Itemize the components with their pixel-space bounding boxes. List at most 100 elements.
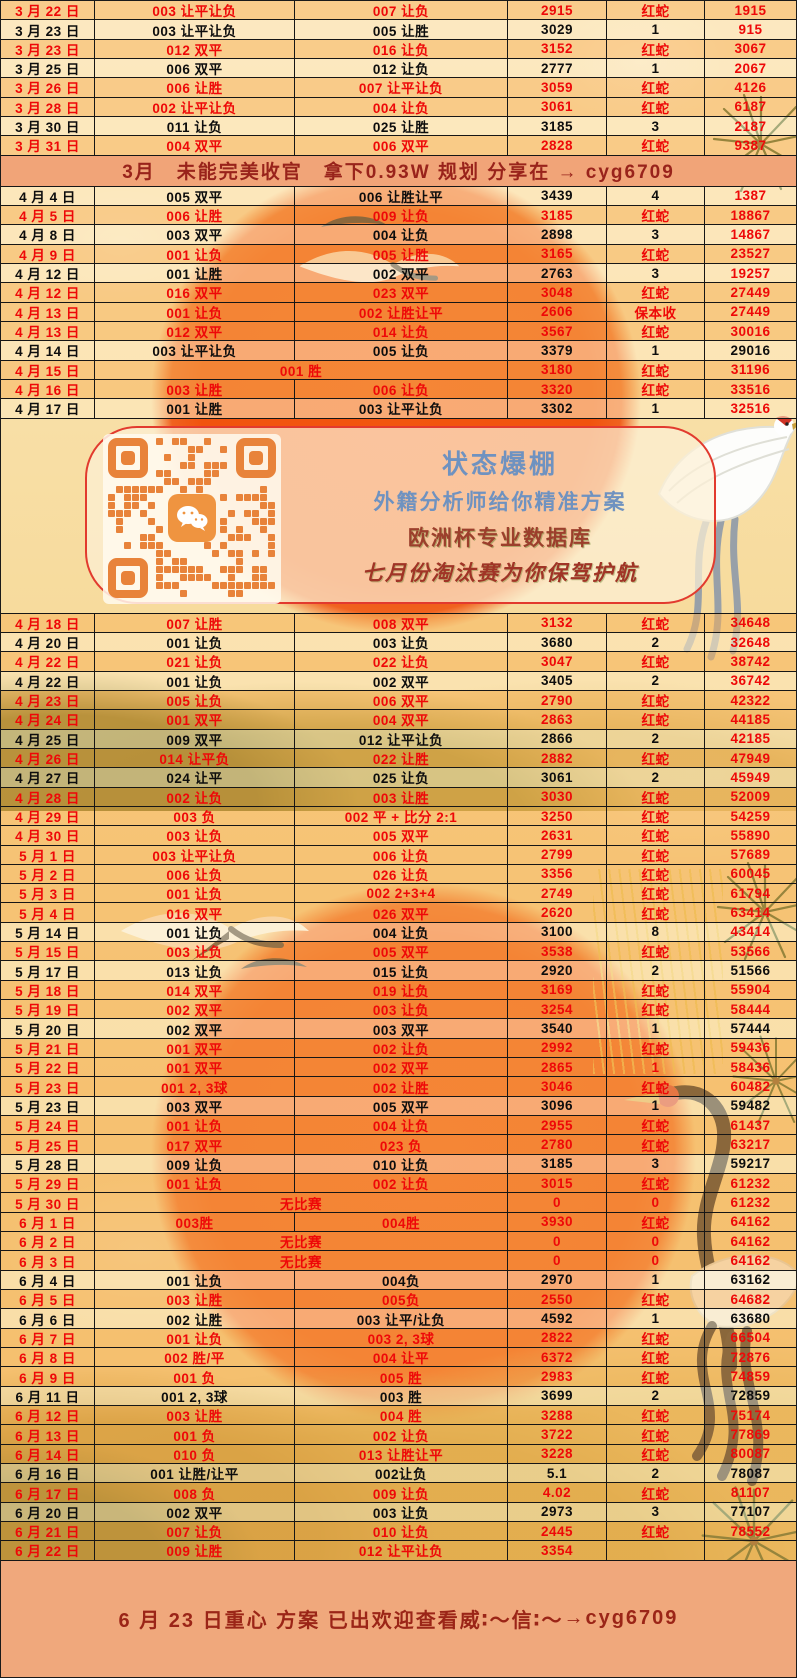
- running-total-cell: 72859: [730, 1388, 771, 1404]
- running-total-cell: 38742: [730, 653, 771, 669]
- stake-cell: 3540: [508, 1019, 607, 1038]
- running-total-cell: 61794: [730, 885, 771, 901]
- table-row: 4 月 14 日 003 让平让负 005 让负 3379 1 29016: [1, 341, 796, 361]
- qr-finder-icon: [108, 557, 148, 598]
- running-total-cell: 75174: [730, 1407, 771, 1423]
- date-cell: 4 月 13 日: [1, 321, 95, 341]
- result-cell: 4: [607, 186, 705, 205]
- stake-cell: 2606: [508, 302, 607, 321]
- pick1-cell: 002 让平让负: [95, 97, 295, 116]
- stake-cell: 3302: [508, 399, 607, 418]
- pick2-cell: 010 让负: [295, 1521, 508, 1541]
- table-row: 5 月 14 日 001 让负 004 让负 3100 8 43414: [1, 922, 796, 943]
- result-cell: 红蛇: [607, 884, 705, 903]
- table-row: 5 月 29 日 001 让负 002 让负 3015 红蛇 61232: [1, 1174, 796, 1194]
- running-total-cell: 30016: [730, 323, 771, 339]
- pick1-cell: 007 让胜: [95, 613, 295, 632]
- pick2-cell: 003 让负: [295, 1000, 508, 1019]
- running-total-cell: 42322: [730, 692, 771, 708]
- stake-cell: 3288: [508, 1406, 607, 1425]
- result-cell: 红蛇: [607, 1348, 705, 1367]
- pick1-cell: 003 双平: [95, 1096, 295, 1116]
- running-total-cell: 64162: [730, 1214, 771, 1230]
- stake-cell: 3680: [508, 632, 607, 652]
- pick2-cell: 002 让胜让平: [295, 302, 508, 321]
- pick1-cell: 003 让负: [95, 826, 295, 845]
- date-cell: 4 月 15 日: [1, 360, 95, 379]
- result-cell: 0: [607, 1232, 705, 1251]
- pick1-cell: 006 让胜: [95, 78, 295, 97]
- stake-cell: 3354: [508, 1541, 607, 1560]
- table-row: 4 月 29 日 003 负 002 平 + 比分 2:1 3250 红蛇 54259: [1, 806, 796, 827]
- pick1-cell: 005 双平: [95, 186, 295, 205]
- date-cell: 6 月 6 日: [1, 1309, 95, 1328]
- stake-cell: 3356: [508, 864, 607, 884]
- result-cell: 2: [607, 1464, 705, 1483]
- running-total-cell: 77869: [730, 1427, 771, 1442]
- pick2-cell: 004 让负: [295, 1116, 508, 1135]
- running-total-cell: 59436: [730, 1040, 771, 1056]
- running-total-cell: 81107: [730, 1484, 771, 1500]
- running-total-cell: 45949: [730, 769, 771, 785]
- stake-cell: 2799: [508, 845, 607, 864]
- table-row: 6 月 8 日 002 胜/平 004 让平 6372 红蛇 72876: [1, 1348, 796, 1368]
- stake-cell: 3320: [508, 379, 607, 399]
- pick2-cell: 002 双平: [295, 263, 508, 283]
- running-total-cell: 1915: [734, 2, 767, 18]
- pick2-cell: 012 让平让负: [295, 729, 508, 748]
- pick1-cell: 003 让胜: [95, 1290, 295, 1309]
- table-row: 4 月 4 日 005 双平 006 让胜让平 3439 4 1387: [1, 186, 796, 206]
- date-cell: 3 月 23 日: [1, 20, 95, 39]
- result-cell: 1: [607, 399, 705, 418]
- date-cell: 6 月 3 日: [1, 1251, 95, 1270]
- pick1-cell: 011 让负: [95, 116, 295, 136]
- running-total-cell: 61232: [730, 1195, 771, 1211]
- result-cell: 红蛇: [607, 205, 705, 225]
- running-total-cell: 60482: [730, 1079, 771, 1095]
- date-cell: 6 月 9 日: [1, 1367, 95, 1386]
- result-cell: 红蛇: [607, 1290, 705, 1309]
- date-cell: 5 月 23 日: [1, 1077, 95, 1096]
- stake-cell: 3699: [508, 1386, 607, 1406]
- table-row: 6 月 14 日 010 负 013 让胜让平 3228 红蛇 80087: [1, 1444, 796, 1464]
- date-cell: 4 月 5 日: [1, 205, 95, 225]
- footer-plan-text: 6 月 23 日重心 方案 已出: [118, 1610, 372, 1633]
- running-total-cell: [705, 1541, 796, 1559]
- pick2-cell: 023 负: [295, 1135, 508, 1154]
- result-cell: 1: [607, 1270, 705, 1290]
- stake-cell: 3015: [508, 1174, 607, 1193]
- table-row: 6 月 17 日 008 负 009 让负 4.02 红蛇 81107: [1, 1483, 796, 1503]
- table-row: 6 月 9 日 001 负 005 胜 2983 红蛇 74859: [1, 1367, 796, 1387]
- pick1-cell: 001 让胜: [95, 399, 295, 418]
- stake-cell: 3254: [508, 1000, 607, 1019]
- date-cell: 4 月 22 日: [1, 671, 95, 690]
- running-total-cell: 2187: [734, 118, 767, 134]
- stake-cell: 2863: [508, 710, 607, 729]
- table-row: 6 月 1 日 003胜 004胜 3930 红蛇 64162: [1, 1212, 796, 1233]
- date-cell: 5 月 24 日: [1, 1116, 95, 1135]
- result-cell: 红蛇: [607, 1038, 705, 1058]
- date-cell: 5 月 23 日: [1, 1096, 95, 1116]
- stake-cell: 2992: [508, 1038, 607, 1058]
- result-cell: 红蛇: [607, 379, 705, 399]
- running-total-cell: 55904: [730, 982, 771, 998]
- pick1-cell: 002 让负: [95, 787, 295, 806]
- result-cell: 红蛇: [607, 1077, 705, 1096]
- pick2-cell: 002 双平: [295, 1058, 508, 1077]
- stake-cell: 2445: [508, 1521, 607, 1541]
- date-cell: 6 月 14 日: [1, 1444, 95, 1463]
- pick2-cell: 003 双平: [295, 1019, 508, 1038]
- pick2-cell: 003 让胜: [295, 787, 508, 806]
- pick2-cell: 002 双平: [295, 671, 508, 690]
- pick1-cell: 002 胜/平: [95, 1348, 295, 1367]
- merged-pick-cell: 无比赛: [95, 1251, 508, 1270]
- results-table-march: 3 月 22 日 003 让平让负 007 让负 2915 红蛇 1915 3 月 23 日…: [1, 1, 796, 156]
- table-row: 4 月 20 日 001 让负 003 让负 3680 2 32648: [1, 632, 796, 653]
- running-total-cell: 23527: [730, 246, 771, 262]
- stake-cell: 2790: [508, 690, 607, 710]
- stake-cell: 3405: [508, 671, 607, 690]
- pick1-cell: 001 让负: [95, 302, 295, 321]
- results-table-april: 4 月 4 日 005 双平 006 让胜让平 3439 4 1387 4 月 5 日 006…: [1, 186, 796, 419]
- date-cell: 4 月 27 日: [1, 768, 95, 787]
